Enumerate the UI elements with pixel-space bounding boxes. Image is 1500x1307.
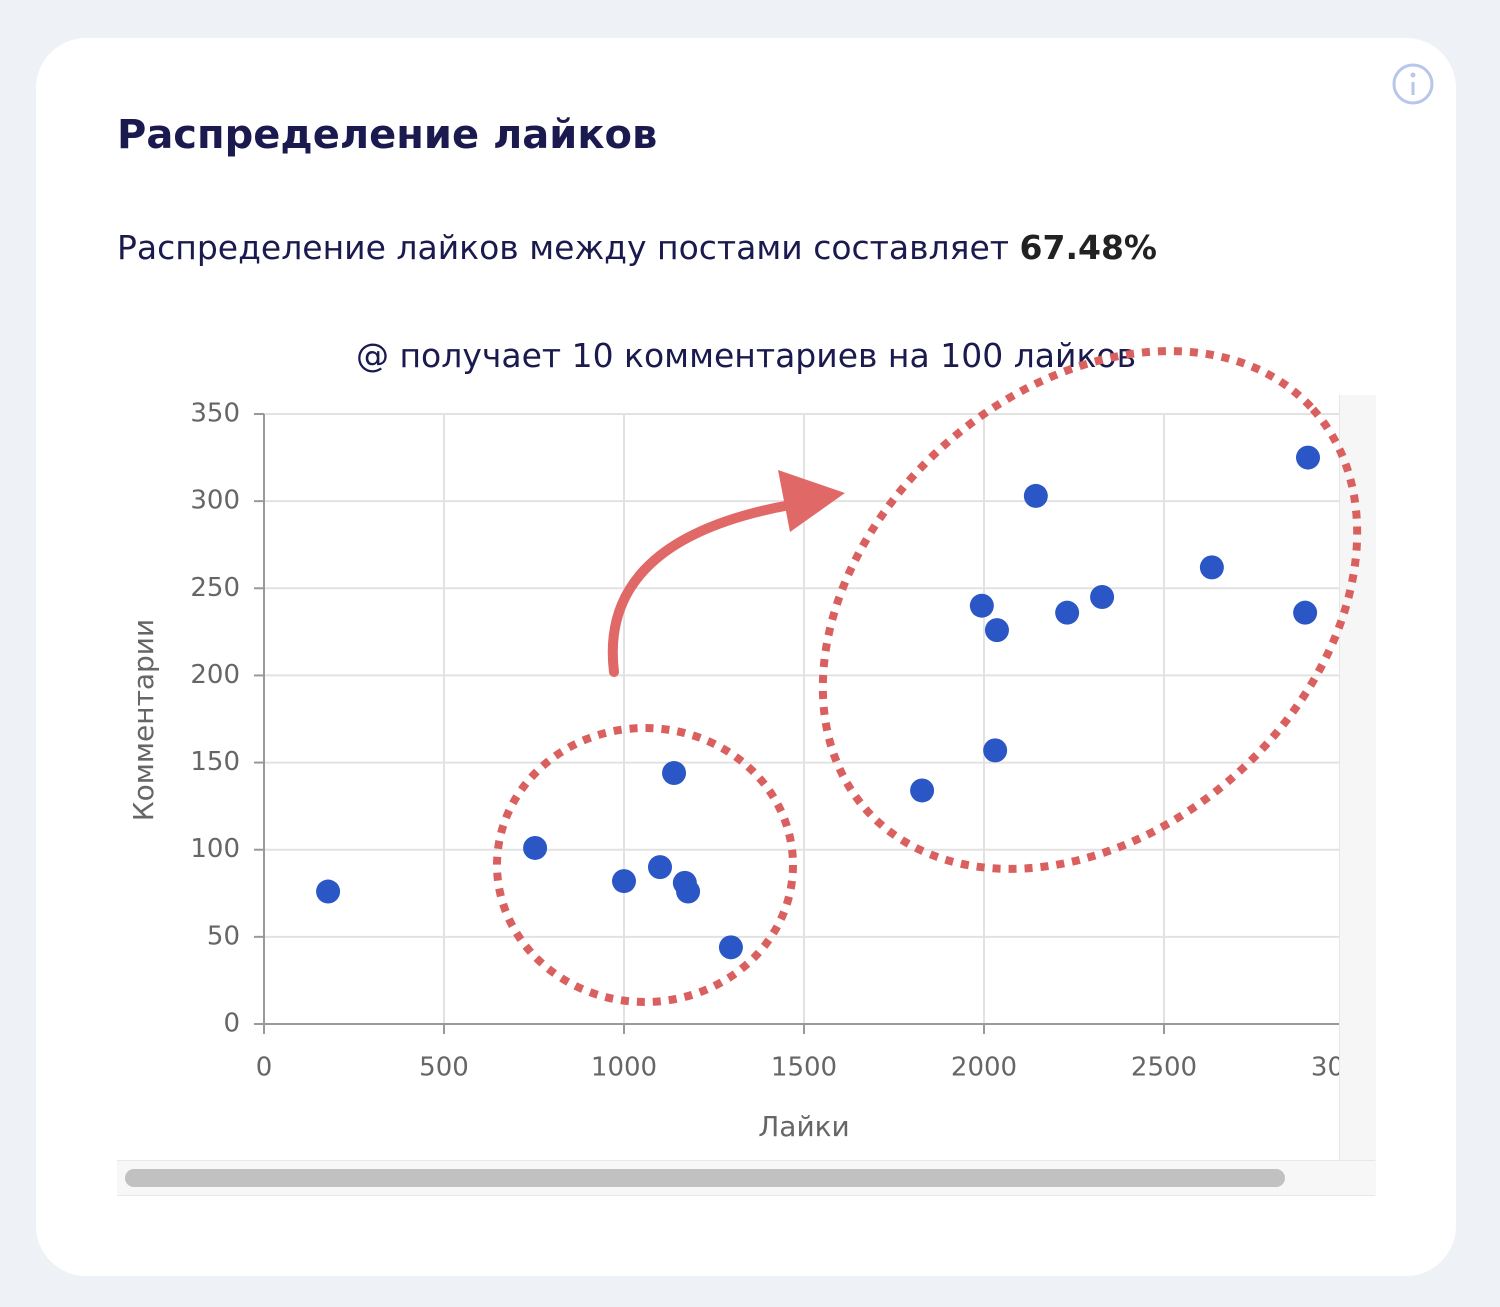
point bbox=[316, 879, 341, 904]
frame-edge bbox=[1339, 395, 1376, 1195]
scrollbar-thumb[interactable] bbox=[125, 1169, 1285, 1187]
x-tick-label: 1500 bbox=[771, 1053, 837, 1083]
y-tick-label: 200 bbox=[190, 660, 240, 690]
chart-title: @ получает 10 комментариев на 100 лайков bbox=[355, 336, 1137, 375]
point bbox=[983, 738, 1008, 763]
y-tick-label: 350 bbox=[190, 399, 240, 429]
point bbox=[612, 869, 636, 894]
point bbox=[662, 761, 687, 786]
point bbox=[1090, 585, 1115, 609]
point bbox=[1023, 483, 1048, 508]
point bbox=[676, 879, 701, 904]
summary: Распределение лайков между постами соста… bbox=[117, 228, 1157, 267]
point bbox=[1296, 445, 1320, 470]
x-axis-label: Лайки bbox=[758, 1110, 850, 1143]
point bbox=[1055, 600, 1080, 625]
point bbox=[969, 593, 994, 618]
y-tick-label: 100 bbox=[190, 834, 240, 864]
y-tick-label: 250 bbox=[190, 573, 240, 603]
chart: Комментарии Лайки 0 50 100 150 200 250 300 350 0… bbox=[127, 399, 1339, 1143]
x-tick-label: 500 bbox=[419, 1053, 469, 1083]
x-tick-label: 2500 bbox=[1131, 1053, 1197, 1083]
y-tick-label: 300 bbox=[190, 486, 240, 516]
card-title: Распределение лайков bbox=[117, 112, 658, 158]
y-tick-label: 150 bbox=[190, 747, 240, 777]
point bbox=[1199, 555, 1224, 580]
point bbox=[984, 618, 1009, 643]
x-tick-label: 2000 bbox=[951, 1053, 1017, 1083]
summary-text: Распределение лайков между постами соста… bbox=[117, 228, 1010, 267]
point bbox=[523, 835, 548, 860]
point bbox=[910, 778, 935, 803]
scrollbar[interactable] bbox=[117, 1160, 1375, 1196]
x-tick-label: 0 bbox=[256, 1053, 273, 1083]
x-tick-label: 3000 bbox=[1311, 1053, 1339, 1083]
point bbox=[1293, 600, 1318, 625]
summary-value: 67.48% bbox=[1019, 228, 1157, 267]
x-tick-label: 1000 bbox=[591, 1053, 657, 1083]
chart-scroll[interactable]: Комментарии Лайки 0 50 100 150 200 250 300 350 0… bbox=[117, 395, 1339, 1160]
point bbox=[648, 855, 672, 880]
point bbox=[718, 935, 743, 960]
y-tick-label: 50 bbox=[207, 921, 240, 951]
y-tick-label: 0 bbox=[223, 1009, 240, 1039]
y-axis-label: Комментарии bbox=[127, 619, 160, 821]
